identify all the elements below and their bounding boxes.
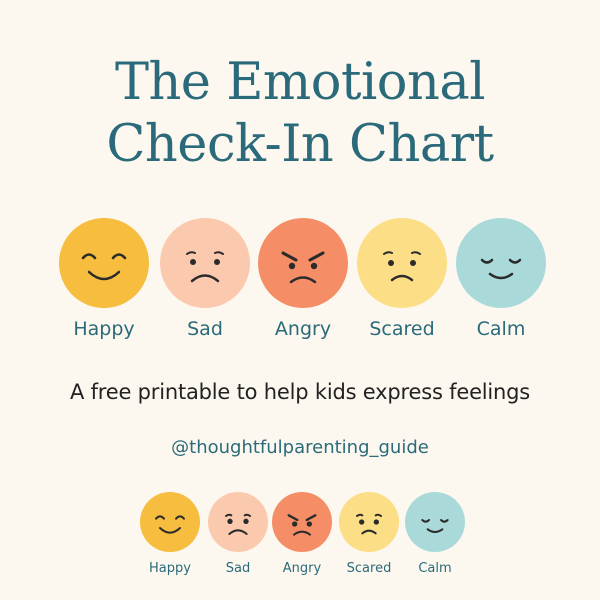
emotion-label-angry-small: Angry [282,561,322,576]
emotion-label-happy-small: Happy [149,561,191,576]
angry-face-small-icon [272,492,332,552]
title-line-1: The Emotional [114,53,486,112]
page-title: The Emotional Check-In Chart [0,52,600,176]
emotion-label-calm-small: Calm [418,561,452,576]
emotion-label-scared: Scared [369,318,435,340]
sad-face-small-icon [208,492,268,552]
happy-face-icon [59,218,149,308]
emotion-label-scared-small: Scared [346,561,392,576]
scared-face-small-icon [339,492,399,552]
social-handle: @thoughtfulparenting_guide [171,437,429,458]
subtitle: A free printable to help kids express fe… [69,380,531,404]
title-line-2: Check-In Chart [106,115,494,174]
emotion-label-angry: Angry [274,318,332,340]
calm-face-small-icon [405,492,465,552]
emotion-label-happy: Happy [73,318,135,340]
calm-face-icon [456,218,546,308]
scared-face-icon [357,218,447,308]
sad-face-icon [160,218,250,308]
emotion-label-sad-small: Sad [225,561,251,576]
emotion-label-sad: Sad [187,318,223,340]
happy-face-small-icon [140,492,200,552]
angry-face-icon [258,218,348,308]
emotion-label-calm: Calm [476,318,526,340]
